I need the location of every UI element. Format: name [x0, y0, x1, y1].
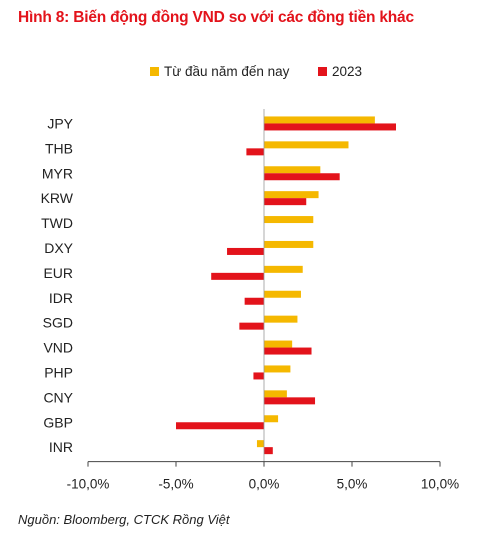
bar-ytd-jpy — [264, 116, 375, 124]
bar-ytd-myr — [264, 166, 321, 174]
bar-2023-idr — [244, 297, 264, 305]
bar-2023-sgd — [239, 322, 264, 330]
category-label-cny: CNY — [43, 389, 73, 405]
bar-2023-php — [253, 372, 264, 380]
legend-label-2023: 2023 — [332, 64, 363, 79]
bar-2023-jpy — [264, 123, 396, 131]
bar-ytd-php — [264, 365, 291, 373]
x-tick-label: 10,0% — [421, 477, 459, 492]
bar-2023-krw — [264, 198, 307, 206]
bar-ytd-vnd — [264, 340, 293, 348]
category-label-krw: KRW — [41, 190, 74, 206]
bar-ytd-sgd — [264, 315, 298, 323]
category-label-inr: INR — [49, 439, 73, 455]
category-label-dxy: DXY — [44, 240, 73, 256]
bar-2023-vnd — [264, 347, 312, 355]
category-label-gbp: GBP — [43, 414, 73, 430]
bar-ytd-gbp — [264, 415, 279, 423]
category-label-jpy: JPY — [47, 115, 73, 131]
category-label-eur: EUR — [43, 265, 73, 281]
bar-2023-thb — [246, 148, 264, 156]
x-tick-label: 5,0% — [337, 477, 368, 492]
category-label-thb: THB — [45, 140, 73, 156]
bar-ytd-idr — [264, 290, 301, 298]
legend-swatch-2023 — [318, 67, 327, 76]
source-note: Nguồn: Bloomberg, CTCK Rồng Việt — [18, 512, 230, 527]
bar-2023-gbp — [176, 422, 264, 430]
x-tick-label: -5,0% — [158, 477, 193, 492]
x-tick-label: -10,0% — [67, 477, 110, 492]
bar-ytd-cny — [264, 390, 287, 398]
bar-ytd-inr — [256, 440, 264, 448]
category-label-myr: MYR — [42, 165, 73, 181]
bar-2023-dxy — [227, 247, 264, 255]
legend-item-ytd: Từ đầu năm đến nay — [150, 64, 289, 79]
legend-swatch-ytd — [150, 67, 159, 76]
bar-2023-cny — [264, 397, 316, 405]
x-tick-label: 0,0% — [249, 477, 280, 492]
bar-ytd-thb — [264, 141, 349, 149]
bar-ytd-krw — [264, 191, 319, 199]
category-label-twd: TWD — [41, 215, 73, 231]
category-label-sgd: SGD — [43, 315, 73, 331]
bar-2023-inr — [264, 447, 273, 455]
bar-2023-eur — [211, 272, 264, 280]
bar-ytd-twd — [264, 216, 314, 224]
legend-label-ytd: Từ đầu năm đến nay — [164, 64, 290, 79]
chart-title: Hình 8: Biến động đồng VND so với các đồ… — [18, 9, 414, 26]
legend-item-2023: 2023 — [318, 64, 362, 79]
category-label-vnd: VND — [43, 340, 73, 356]
bar-2023-myr — [264, 173, 340, 181]
bar-ytd-dxy — [264, 240, 314, 248]
category-label-php: PHP — [44, 364, 73, 380]
bar-ytd-eur — [264, 265, 303, 273]
category-label-idr: IDR — [49, 290, 73, 306]
